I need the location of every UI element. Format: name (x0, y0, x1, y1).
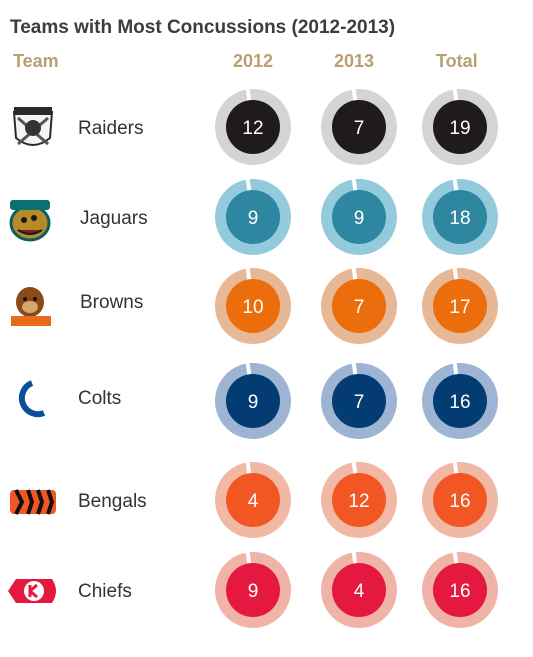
ring-notch-raiders-2012 (245, 88, 252, 103)
value-label-bengals-total: 16 (449, 491, 470, 512)
ring-group-bengals-2013: 12 (321, 461, 397, 538)
inner-circle-raiders-2013 (332, 100, 386, 154)
team-label-chiefs: Chiefs (78, 581, 132, 602)
inner-circle-bengals-2012 (226, 473, 280, 527)
ring-group-colts-2013: 7 (321, 362, 397, 439)
ring-group-browns-2013: 7 (321, 267, 397, 344)
ring-notch-chiefs-total (452, 551, 459, 566)
inner-circle-raiders-2012 (226, 100, 280, 154)
ring-notch-browns-2012 (245, 267, 252, 282)
value-label-browns-2013: 7 (354, 297, 365, 318)
inner-circle-jaguars-2013 (332, 190, 386, 244)
inner-circle-chiefs-2012 (226, 563, 280, 617)
ring-group-raiders-total: 19 (422, 88, 498, 165)
ring-notch-chiefs-2012 (245, 551, 252, 566)
team-label-jaguars: Jaguars (80, 208, 148, 229)
inner-circle-jaguars-2012 (226, 190, 280, 244)
ring-group-bengals-total: 16 (422, 461, 498, 538)
value-label-browns-total: 17 (449, 297, 470, 318)
chiefs-logo-icon (6, 567, 60, 615)
inner-circle-colts-total (433, 374, 487, 428)
ring-notch-jaguars-2012 (245, 178, 252, 193)
ring-group-colts-total: 16 (422, 362, 498, 439)
ring-notch-bengals-total (452, 461, 459, 476)
inner-circle-bengals-total (433, 473, 487, 527)
value-label-jaguars-total: 18 (449, 208, 470, 229)
jaguars-logo-icon (6, 196, 60, 244)
ring-group-jaguars-2013: 9 (321, 178, 397, 255)
team-label-browns: Browns (80, 292, 144, 313)
chart-title: Teams with Most Concussions (2012-2013) (10, 17, 396, 38)
value-label-bengals-2012: 4 (248, 491, 259, 512)
raiders-logo-icon (6, 104, 60, 152)
colts-logo-icon (10, 375, 64, 423)
value-label-raiders-2012: 12 (242, 118, 263, 139)
inner-circle-chiefs-2013 (332, 563, 386, 617)
ring-notch-jaguars-2013 (351, 178, 358, 193)
browns-logo-icon (8, 282, 62, 330)
value-label-browns-2012: 10 (242, 297, 263, 318)
value-label-chiefs-2012: 9 (248, 581, 259, 602)
inner-circle-bengals-2013 (332, 473, 386, 527)
team-label-bengals: Bengals (78, 491, 147, 512)
ring-group-browns-2012: 10 (215, 267, 291, 344)
value-label-colts-total: 16 (449, 392, 470, 413)
ring-notch-raiders-total (452, 88, 459, 103)
ring-group-browns-total: 17 (422, 267, 498, 344)
column-header-2013: 2013 (334, 51, 375, 71)
ring-notch-bengals-2013 (351, 461, 358, 476)
ring-group-jaguars-2012: 9 (215, 178, 291, 255)
ring-notch-jaguars-total (452, 178, 459, 193)
value-label-chiefs-2013: 4 (354, 581, 365, 602)
team-label-raiders: Raiders (78, 118, 144, 139)
ring-group-chiefs-2013: 4 (321, 551, 397, 628)
value-label-jaguars-2012: 9 (248, 208, 259, 229)
value-label-colts-2013: 7 (354, 392, 365, 413)
ring-group-bengals-2012: 4 (215, 461, 291, 538)
column-header-2012: 2012 (233, 51, 274, 71)
ring-notch-colts-total (452, 362, 459, 377)
team-label-colts: Colts (78, 388, 122, 409)
inner-circle-jaguars-total (433, 190, 487, 244)
column-header-total: Total (436, 51, 478, 71)
value-label-raiders-2013: 7 (354, 118, 365, 139)
ring-group-raiders-2013: 7 (321, 88, 397, 165)
ring-notch-browns-total (452, 267, 459, 282)
inner-circle-browns-2013 (332, 279, 386, 333)
inner-circle-colts-2013 (332, 374, 386, 428)
inner-circle-chiefs-total (433, 563, 487, 617)
value-label-bengals-2013: 12 (348, 491, 369, 512)
inner-circle-raiders-total (433, 100, 487, 154)
value-label-raiders-total: 19 (449, 118, 470, 139)
value-label-chiefs-total: 16 (449, 581, 470, 602)
ring-group-colts-2012: 9 (215, 362, 291, 439)
ring-group-jaguars-total: 18 (422, 178, 498, 255)
column-header-team: Team (13, 51, 59, 71)
ring-notch-colts-2013 (351, 362, 358, 377)
inner-circle-browns-2012 (226, 279, 280, 333)
bengals-logo-icon (8, 478, 62, 526)
ring-group-raiders-2012: 12 (215, 88, 291, 165)
ring-notch-bengals-2012 (245, 461, 252, 476)
ring-notch-chiefs-2013 (351, 551, 358, 566)
ring-group-chiefs-total: 16 (422, 551, 498, 628)
ring-notch-colts-2012 (245, 362, 252, 377)
value-label-colts-2012: 9 (248, 392, 259, 413)
value-label-jaguars-2013: 9 (354, 208, 365, 229)
inner-circle-browns-total (433, 279, 487, 333)
ring-group-chiefs-2012: 9 (215, 551, 291, 628)
inner-circle-colts-2012 (226, 374, 280, 428)
ring-notch-raiders-2013 (351, 88, 358, 103)
ring-notch-browns-2013 (351, 267, 358, 282)
